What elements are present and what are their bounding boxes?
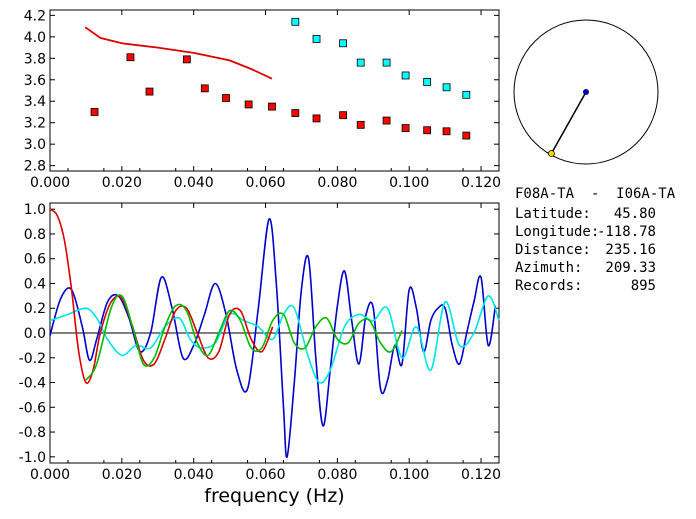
- top-point-series-0: [462, 131, 471, 140]
- bot-x-tick-label: 0.080: [317, 467, 357, 483]
- top-point-series-1: [401, 71, 410, 80]
- top-point-series-0: [339, 111, 348, 120]
- top-point-series-0: [312, 114, 321, 123]
- info-label: Records:: [515, 278, 582, 294]
- info-value: 209.33: [605, 260, 656, 276]
- top-y-tick-label: 3.4: [24, 94, 46, 110]
- bot-y-tick-label: 0.2: [24, 301, 46, 317]
- top-point-series-0: [401, 124, 410, 132]
- bottom-plot-marks: [49, 208, 500, 458]
- top-x-tick-label: 0.040: [174, 175, 214, 191]
- top-x-tick-label: 0.060: [245, 175, 285, 191]
- top-dispersion-plot: 0.000 0.020 0.040 0.060 0.080 0.100 0.120 2.8 3.…: [24, 8, 501, 191]
- bot-x-tick-label: 0.120: [461, 467, 501, 483]
- bot-y-tick-label: 0.4: [24, 276, 46, 292]
- bottom-line-series-3: [85, 294, 403, 381]
- bot-y-tick-label: -0.6: [19, 400, 46, 416]
- info-value: -118.78: [597, 224, 656, 240]
- top-point-series-0: [291, 109, 300, 117]
- top-point-series-0: [182, 55, 191, 64]
- top-point-series-0: [423, 126, 432, 135]
- top-point-series-0: [382, 116, 391, 125]
- top-point-series-1: [382, 58, 391, 67]
- bottom-line-series-1: [49, 295, 500, 384]
- info-value: 45.80: [614, 206, 656, 222]
- info-value: 235.16: [605, 242, 656, 258]
- station-pair-title: F08A-TA - I06A-TA: [515, 186, 676, 202]
- top-point-series-0: [356, 120, 365, 129]
- bot-x-tick-label: 0.100: [389, 467, 429, 483]
- info-label: Azimuth:: [515, 260, 582, 276]
- bot-y-tick-label: -1.0: [19, 450, 46, 466]
- top-point-series-1: [291, 17, 300, 26]
- top-point-series-0: [244, 100, 253, 109]
- top-point-series-0: [90, 108, 99, 116]
- station-info-panel: F08A-TA - I06A-TA Latitude: 45.80 Longitud…: [515, 186, 676, 294]
- top-y-tick-label: 4.2: [24, 8, 46, 24]
- top-point-series-0: [268, 102, 276, 111]
- top-point-series-1: [462, 90, 471, 99]
- x-axis-label: frequency (Hz): [204, 485, 344, 507]
- info-label: Latitude:: [515, 206, 591, 222]
- top-y-tick-label: 2.8: [24, 159, 46, 175]
- info-label: Longitude:: [515, 224, 599, 240]
- top-y-tick-label: 3.8: [24, 51, 46, 67]
- bottom-line-series-2: [49, 208, 274, 384]
- top-curve-series-2: [84, 26, 273, 80]
- top-x-tick-label: 0.000: [30, 175, 70, 191]
- top-x-tick-label: 0.120: [461, 175, 501, 191]
- bottom-correlation-plot: 0.000 0.020 0.040 0.060 0.080 0.100 0.120 -1.0 -…: [19, 202, 501, 507]
- top-y-tick-label: 4.0: [24, 30, 46, 46]
- top-point-series-0: [222, 94, 230, 102]
- top-plot-marks: [84, 17, 471, 140]
- top-point-series-1: [339, 39, 348, 48]
- bot-y-tick-label: 1.0: [24, 202, 46, 218]
- bot-y-tick-label: 0.6: [24, 252, 46, 268]
- top-point-series-1: [423, 78, 432, 86]
- bot-y-tick-label: -0.8: [19, 425, 46, 441]
- bot-y-tick-label: 0.8: [24, 227, 46, 243]
- top-x-tick-label: 0.020: [102, 175, 142, 191]
- azimuth-circle: [513, 19, 659, 165]
- info-value: 895: [631, 278, 656, 294]
- station-end-marker: [548, 150, 555, 157]
- top-plot-ticks: 0.000 0.020 0.040 0.060 0.080 0.100 0.120 2.8 3.…: [24, 8, 501, 191]
- azimuth-line: [550, 91, 587, 154]
- bot-x-tick-label: 0.020: [102, 467, 142, 483]
- top-point-series-1: [312, 35, 321, 43]
- info-label: Distance:: [515, 242, 591, 258]
- bottom-line-series-0: [49, 218, 497, 458]
- top-point-series-0: [442, 127, 451, 136]
- station-center-marker: [583, 89, 589, 95]
- azimuth-map: [513, 19, 659, 165]
- bot-y-tick-label: -0.4: [19, 376, 46, 392]
- bottom-plot-ticks: 0.000 0.020 0.040 0.060 0.080 0.100 0.120 -1.0 -…: [19, 202, 501, 483]
- top-plot-frame: [49, 9, 500, 172]
- top-x-tick-label: 0.080: [317, 175, 357, 191]
- top-y-tick-label: 3.2: [24, 116, 46, 132]
- bot-x-tick-label: 0.040: [174, 467, 214, 483]
- top-y-tick-label: 3.6: [24, 73, 46, 89]
- bot-y-tick-label: -0.2: [19, 351, 46, 367]
- bot-y-tick-label: 0.0: [24, 326, 46, 342]
- top-point-series-0: [145, 87, 154, 96]
- bot-x-tick-label: 0.060: [245, 467, 285, 483]
- top-point-series-1: [442, 83, 451, 92]
- top-point-series-0: [200, 84, 209, 93]
- bot-x-tick-label: 0.000: [30, 467, 70, 483]
- top-x-tick-label: 0.100: [389, 175, 429, 191]
- top-y-tick-label: 3.0: [24, 137, 46, 153]
- top-point-series-1: [356, 58, 365, 67]
- top-point-series-0: [126, 53, 135, 62]
